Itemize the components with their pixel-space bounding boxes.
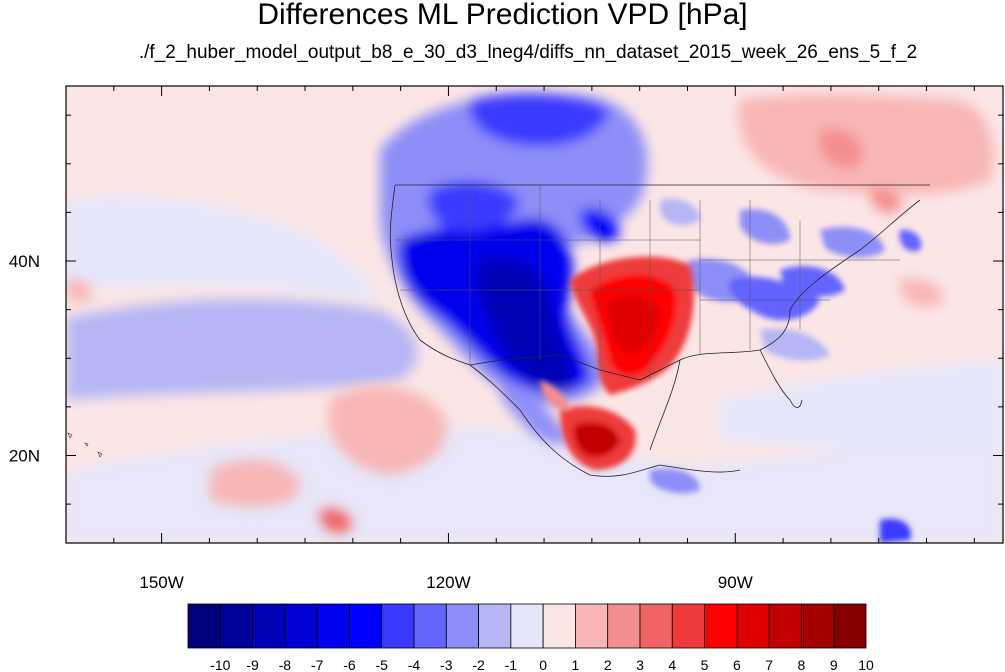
colorbar-label: 0 — [539, 657, 547, 672]
colorbar-label: -1 — [505, 657, 518, 672]
lon-tick-label: 120W — [426, 573, 470, 592]
colorbar-swatch — [542, 603, 576, 649]
page-subtitle: ./f_2_huber_model_output_b8_e_30_d3_lneg… — [138, 42, 918, 63]
colorbar-swatch — [252, 603, 286, 649]
colorbar-label: -2 — [472, 657, 485, 672]
colorbar-label: 7 — [765, 657, 773, 672]
colorbar-swatch — [736, 603, 770, 649]
colorbar-label: -10 — [210, 657, 230, 672]
light-blue-regions — [66, 196, 1003, 543]
colorbar-swatch — [478, 603, 512, 649]
colorbar-swatch — [284, 603, 318, 649]
colorbar-label: -9 — [246, 657, 259, 672]
colorbar: -10 -9 -8 -7 -6 -5 -4 -3 -2 -1 0 1 2 3 4 5 6 7 8 9 10 — [187, 603, 874, 672]
light-red-regions — [66, 94, 994, 533]
colorbar-swatch — [316, 603, 350, 649]
colorbar-swatch — [510, 603, 544, 649]
colorbar-swatch — [639, 603, 673, 649]
lon-tick-label: 90W — [718, 573, 753, 592]
colorbar-label: 6 — [733, 657, 741, 672]
colorbar-swatch — [349, 603, 383, 649]
colorbar-label: -3 — [440, 657, 453, 672]
hawaii-islands — [67, 432, 103, 458]
colorbar-swatch — [833, 603, 867, 649]
colorbar-label: 2 — [604, 657, 612, 672]
colorbar-swatch — [704, 603, 738, 649]
lat-tick-label: 40N — [9, 252, 40, 271]
page-title: Differences ML Prediction VPD [hPa] — [257, 0, 748, 31]
colorbar-swatch — [768, 603, 802, 649]
coastlines — [389, 184, 930, 477]
colorbar-label: 3 — [636, 657, 644, 672]
colorbar-swatch — [381, 603, 415, 649]
colorbar-swatch — [413, 603, 447, 649]
colorbar-label: 10 — [858, 657, 874, 672]
colorbar-label: -5 — [375, 657, 388, 672]
negative-anomaly-west — [380, 93, 648, 444]
colorbar-label: -6 — [343, 657, 356, 672]
lat-tick-label: 20N — [9, 446, 40, 465]
map-field — [66, 86, 1003, 543]
colorbar-label: 8 — [798, 657, 806, 672]
colorbar-swatch — [607, 603, 641, 649]
colorbar-swatch — [801, 603, 835, 649]
negative-anomaly-east — [650, 198, 922, 543]
colorbar-swatch — [445, 603, 479, 649]
colorbar-label: 1 — [572, 657, 580, 672]
axis-ticks: 150W 120W 90W 40N 20N — [9, 86, 1003, 592]
colorbar-label: 5 — [701, 657, 709, 672]
colorbar-label: 4 — [668, 657, 676, 672]
lon-tick-label: 150W — [139, 573, 183, 592]
colorbar-swatch — [187, 603, 221, 649]
colorbar-label: 9 — [830, 657, 838, 672]
colorbar-swatch — [671, 603, 705, 649]
map-frame — [65, 85, 1004, 544]
colorbar-label: -8 — [279, 657, 292, 672]
state-borders — [395, 185, 900, 380]
positive-anomaly-plains — [540, 256, 695, 470]
colorbar-label: -7 — [311, 657, 324, 672]
colorbar-swatch — [219, 603, 253, 649]
colorbar-swatch — [575, 603, 609, 649]
colorbar-label: -4 — [408, 657, 421, 672]
